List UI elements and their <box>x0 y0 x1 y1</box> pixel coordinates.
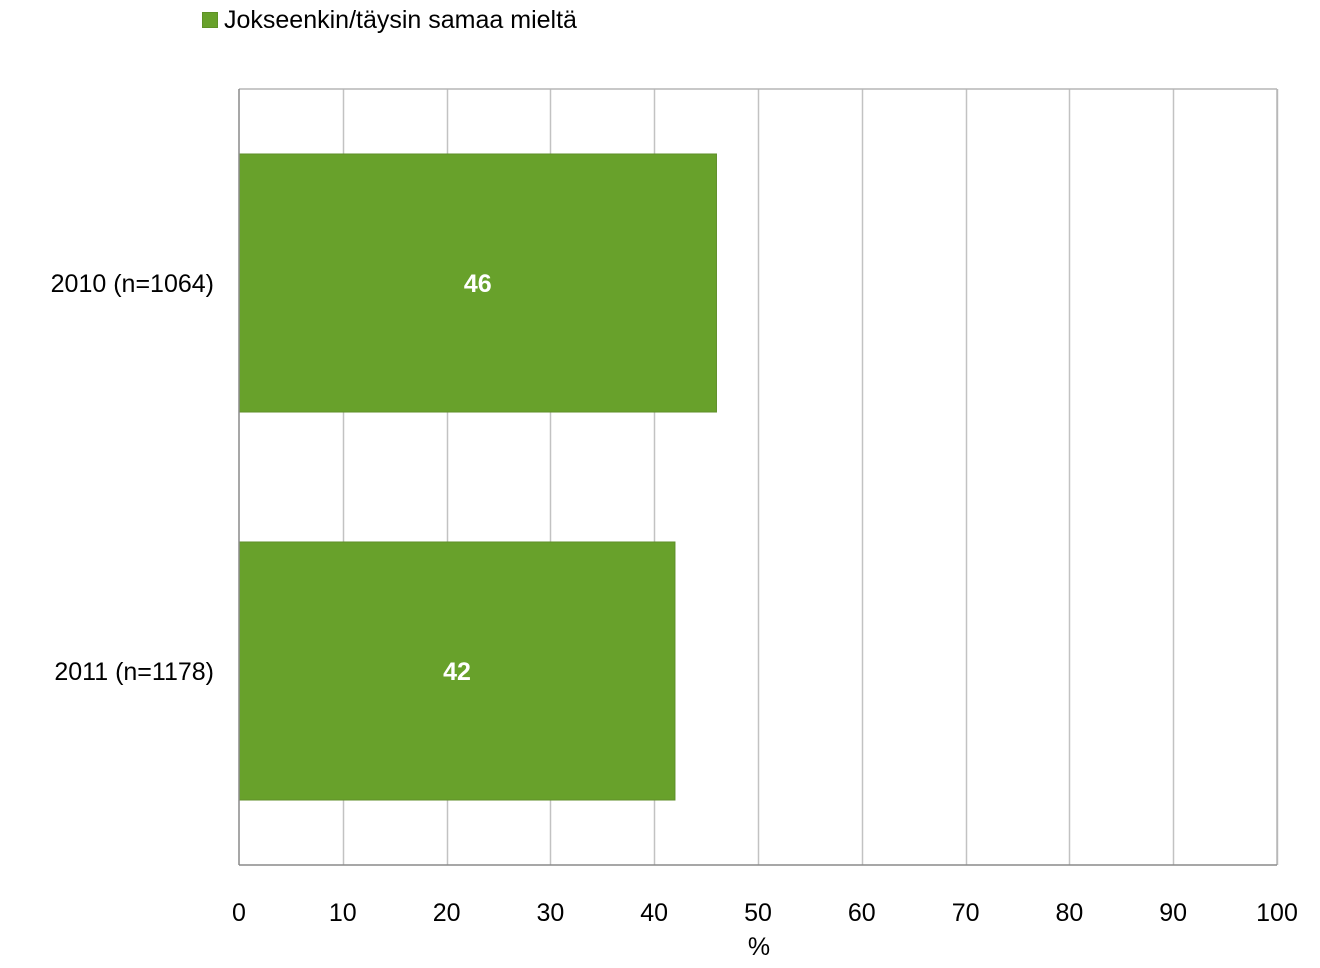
x-axis-title: % <box>748 933 770 961</box>
bar-data-label: 46 <box>464 270 492 298</box>
y-category-label: 2011 (n=1178) <box>54 658 214 686</box>
x-tick-label: 80 <box>1055 899 1083 927</box>
bar <box>238 541 676 801</box>
x-tick-label: 40 <box>640 899 668 927</box>
x-tick-label: 0 <box>232 899 246 927</box>
x-tick-label: 60 <box>848 899 876 927</box>
x-tick-label: 20 <box>433 899 461 927</box>
legend: Jokseenkin/täysin samaa mieltä <box>202 4 577 36</box>
y-category-label: 2010 (n=1064) <box>51 270 214 298</box>
bar-data-label: 42 <box>443 658 471 686</box>
x-tick-label: 50 <box>744 899 772 927</box>
x-tick-label: 100 <box>1256 899 1298 927</box>
x-tick-label: 90 <box>1159 899 1187 927</box>
x-tick-label: 10 <box>329 899 357 927</box>
bar <box>238 153 717 413</box>
x-tick-label: 30 <box>536 899 564 927</box>
x-tick-label: 70 <box>952 899 980 927</box>
legend-swatch <box>202 12 218 28</box>
legend-label: Jokseenkin/täysin samaa mieltä <box>224 5 577 34</box>
